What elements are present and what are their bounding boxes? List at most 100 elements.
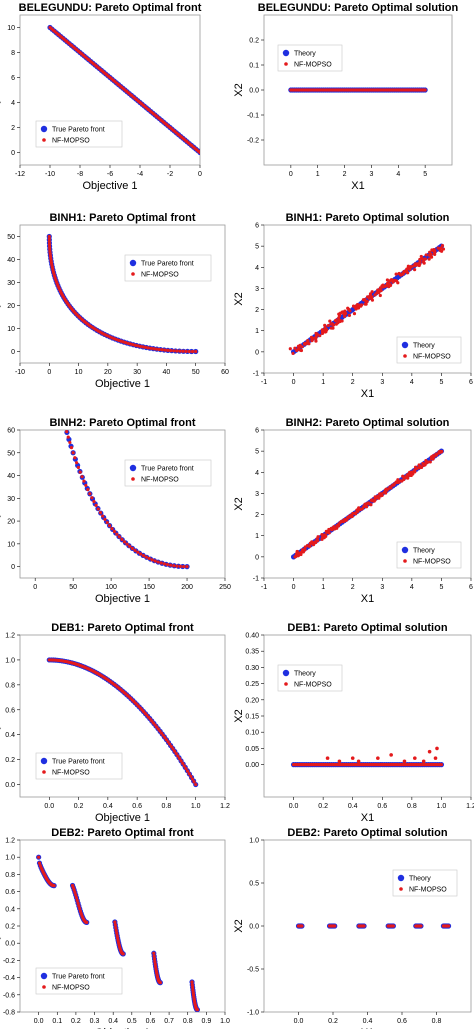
nfmopso-point bbox=[414, 467, 418, 471]
nfmopso-point bbox=[181, 761, 185, 765]
nfmopso-point bbox=[399, 479, 403, 483]
x-tick-label: 0.3 bbox=[90, 1018, 100, 1025]
y-axis-label: X2 bbox=[233, 497, 245, 510]
nfmopso-point bbox=[428, 250, 432, 254]
x-axis-label: X1 bbox=[361, 812, 374, 824]
nfmopso-point bbox=[86, 488, 90, 492]
nfmopso-point bbox=[103, 517, 107, 521]
nfmopso-point bbox=[323, 323, 327, 328]
nfmopso-point bbox=[288, 347, 292, 351]
nfmopso-point bbox=[133, 548, 137, 552]
x-tick-label: 0.2 bbox=[318, 803, 328, 810]
nfmopso-point bbox=[184, 766, 188, 771]
x-tick-label: 5 bbox=[439, 379, 443, 386]
y-tick-label: 1.0 bbox=[5, 657, 15, 664]
nfmopso-point bbox=[162, 562, 166, 566]
legend-entry: Theory bbox=[294, 51, 316, 58]
nfmopso-point bbox=[370, 295, 374, 299]
nfmopso-point bbox=[80, 475, 84, 479]
nfmopso-point bbox=[402, 759, 407, 764]
nfmopso-point bbox=[291, 351, 295, 356]
nfmopso-point bbox=[184, 349, 188, 353]
nfmopso-point bbox=[178, 564, 182, 568]
nfmopso-point bbox=[404, 476, 408, 480]
legend-marker-theory bbox=[129, 259, 137, 267]
nfmopso-point bbox=[130, 546, 134, 551]
nfmopso-point bbox=[117, 535, 121, 539]
nfmopso-point bbox=[165, 562, 170, 567]
data-layer bbox=[288, 87, 428, 93]
legend-box bbox=[124, 459, 212, 487]
nfmopso-point bbox=[71, 451, 75, 455]
nfmopso-point bbox=[96, 507, 100, 511]
legend-marker-nfmopso bbox=[403, 354, 407, 358]
x-tick-label: 0.8 bbox=[162, 803, 172, 810]
x-tick-label: 0.2 bbox=[71, 1018, 81, 1025]
nfmopso-point bbox=[144, 555, 148, 559]
nfmopso-point bbox=[353, 305, 357, 309]
nfmopso-point bbox=[159, 561, 163, 565]
nfmopso-point bbox=[356, 759, 361, 764]
legend-box bbox=[35, 120, 123, 148]
x-tick-label: 0.1 bbox=[52, 1018, 62, 1025]
nfmopso-point bbox=[114, 926, 118, 930]
y-tick-label: 0.2 bbox=[5, 924, 15, 931]
nfmopso-point bbox=[314, 339, 318, 343]
binh1-front-panel: BINH1: Pareto Optimal front -10 0 10 20 30 40 5… bbox=[0, 212, 229, 390]
nfmopso-point bbox=[113, 923, 117, 927]
nfmopso-point bbox=[357, 303, 361, 307]
y-tick-label: -0.2 bbox=[3, 958, 15, 965]
nfmopso-point bbox=[115, 931, 119, 935]
legend-marker-theory bbox=[401, 341, 409, 349]
binh2-solution-panel: BINH2: Pareto Optimal solution -1 0 1 2 3 4 5 6 -… bbox=[233, 417, 473, 605]
x-tick-label: -8 bbox=[77, 171, 83, 178]
nfmopso-point bbox=[386, 487, 390, 491]
nfmopso-point bbox=[174, 751, 178, 756]
nfmopso-point bbox=[166, 348, 170, 352]
y-tick-label: 20 bbox=[7, 303, 15, 310]
x-tick-label: 1 bbox=[316, 171, 320, 178]
nfmopso-point bbox=[423, 257, 427, 261]
y-tick-label: 0 bbox=[255, 554, 259, 561]
y-tick-label: 40 bbox=[7, 257, 15, 264]
y-tick-label: -0.6 bbox=[3, 992, 15, 999]
nfmopso-point bbox=[58, 401, 61, 404]
nfmopso-point bbox=[169, 744, 173, 749]
nfmopso-point bbox=[333, 924, 337, 928]
y-tick-label: 0.00 bbox=[245, 762, 259, 769]
nfmopso-point bbox=[90, 496, 94, 500]
nfmopso-point bbox=[126, 341, 130, 345]
nfmopso-point bbox=[402, 477, 406, 482]
y-tick-label: 0.1 bbox=[249, 63, 259, 70]
nfmopso-point bbox=[377, 291, 381, 295]
nfmopso-point bbox=[322, 533, 326, 537]
nfmopso-point bbox=[136, 550, 140, 554]
nfmopso-point bbox=[133, 343, 137, 347]
y-tick-label: 1 bbox=[255, 533, 259, 540]
data-layer bbox=[46, 657, 199, 788]
legend-entry: NF-MOPSO bbox=[409, 887, 447, 894]
x-tick-label: -6 bbox=[107, 171, 113, 178]
nfmopso-point bbox=[413, 268, 417, 272]
nfmopso-point bbox=[171, 747, 175, 751]
nfmopso-point bbox=[376, 756, 380, 760]
theory-point bbox=[34, 183, 39, 188]
y-axis-label: Objective 2 bbox=[0, 688, 1, 743]
legend-entry: Theory bbox=[294, 671, 316, 678]
nfmopso-point bbox=[311, 336, 315, 340]
nfmopso-point bbox=[150, 558, 154, 562]
x-tick-label: 5 bbox=[423, 171, 427, 178]
legend-marker-nfmopso bbox=[42, 770, 46, 774]
y-axis-label: X2 bbox=[233, 292, 245, 305]
legend-marker-theory bbox=[401, 546, 409, 554]
theory-point bbox=[57, 400, 62, 405]
y-axis-label: Objective 2 bbox=[0, 62, 1, 117]
nfmopso-point bbox=[52, 884, 56, 888]
nfmopso-point bbox=[369, 503, 373, 507]
y-tick-label: 10 bbox=[7, 25, 15, 32]
nfmopso-point bbox=[328, 319, 332, 323]
nfmopso-point bbox=[347, 313, 352, 317]
nfmopso-point bbox=[187, 349, 191, 354]
chart-title: DEB1: Pareto Optimal solution bbox=[287, 622, 447, 634]
